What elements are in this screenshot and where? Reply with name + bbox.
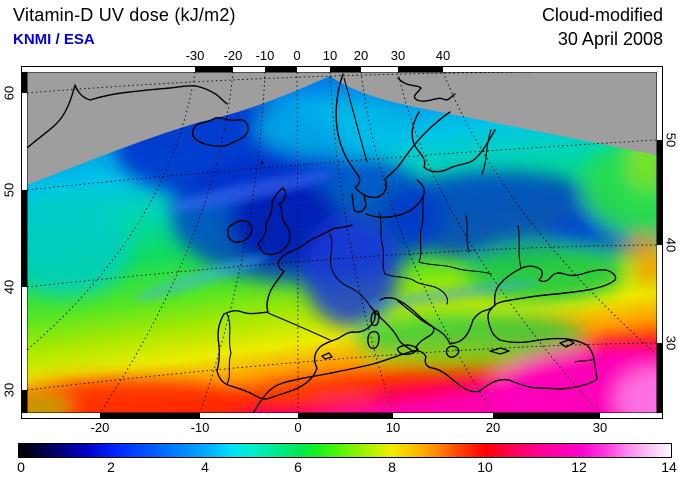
- greenland-coast: [27, 84, 228, 149]
- left-tick-label: 60: [1, 85, 17, 101]
- top-tick-label: 10: [322, 48, 338, 63]
- map-data-area: [27, 72, 657, 413]
- finland-baltic-coast: [411, 111, 496, 173]
- italy-coast: [369, 297, 435, 353]
- right-tick-label: 30: [663, 335, 678, 351]
- map-figure: [21, 66, 663, 419]
- bottom-tick-label: -10: [190, 420, 210, 435]
- colorbar-tick-label: 14: [661, 459, 677, 475]
- turkey-levant-africa-coast: [252, 304, 598, 413]
- header-right: Cloud-modified 30 April 2008: [542, 4, 663, 52]
- page-title: Vitamin-D UV dose (kJ/m2): [13, 5, 236, 25]
- left-tick-label: 40: [1, 279, 17, 295]
- britain-coast: [257, 187, 291, 256]
- mode-label: Cloud-modified: [541, 5, 663, 25]
- colorbar-tick-label: 0: [17, 459, 25, 475]
- atlantic-mediterranean-coast: [216, 224, 376, 400]
- top-tick-label: -30: [185, 48, 205, 63]
- balearics-coast: [321, 352, 333, 360]
- colorbar-tick-label: 12: [571, 459, 587, 475]
- top-tick-label: -20: [223, 48, 243, 63]
- colorbar: [18, 443, 672, 458]
- bottom-tick-label: 20: [485, 420, 501, 435]
- top-tick-label: 40: [435, 48, 451, 63]
- colorbar-tick-label: 8: [388, 459, 396, 475]
- top-tick-label: -10: [255, 48, 275, 63]
- sicily-coast: [396, 344, 419, 356]
- ireland-coast: [227, 219, 253, 243]
- peloponnese-coast: [445, 345, 460, 358]
- south-baltic-coast: [365, 179, 425, 218]
- no-data-region: [27, 72, 657, 185]
- bottom-tick-label: 30: [592, 420, 608, 435]
- colorbar-tick-label: 4: [201, 459, 209, 475]
- faroe-islands: [260, 161, 264, 165]
- sardinia-coast: [367, 330, 380, 350]
- balkan-greece-coast: [397, 300, 496, 345]
- europe-uv-map: [21, 66, 663, 419]
- right-tick-label: 40: [663, 237, 678, 253]
- left-tick-label: 50: [1, 182, 17, 198]
- bottom-tick-label: -20: [90, 420, 110, 435]
- top-tick-label: 30: [390, 48, 406, 63]
- coastlines: [27, 73, 617, 413]
- left-tick-label: 30: [1, 382, 17, 398]
- graticule: [27, 72, 657, 413]
- iceland-coast: [191, 117, 249, 147]
- crete-coast: [489, 347, 510, 355]
- bottom-tick-label: 10: [385, 420, 401, 435]
- denmark-coast: [351, 193, 367, 213]
- bottom-tick-label: 0: [294, 420, 302, 435]
- top-tick-label: 20: [353, 48, 369, 63]
- country-borders: [226, 77, 595, 385]
- map-frame: [21, 66, 663, 419]
- uv-dose-anomalies: [27, 98, 657, 413]
- black-sea-coast: [493, 265, 617, 306]
- date-label: 30 April 2008: [557, 28, 663, 49]
- top-tick-label: 0: [293, 48, 301, 63]
- white-sea-coast: [397, 77, 456, 102]
- scandinavia-coast: [335, 73, 451, 199]
- cyprus-coast: [559, 339, 575, 348]
- right-tick-label: 50: [663, 132, 678, 148]
- colorbar-tick-label: 10: [477, 459, 493, 475]
- credit-label: KNMI / ESA: [13, 31, 95, 48]
- colorbar-tick-label: 2: [107, 459, 115, 475]
- colorbar-tick-label: 6: [294, 459, 302, 475]
- corsica-coast: [370, 310, 380, 327]
